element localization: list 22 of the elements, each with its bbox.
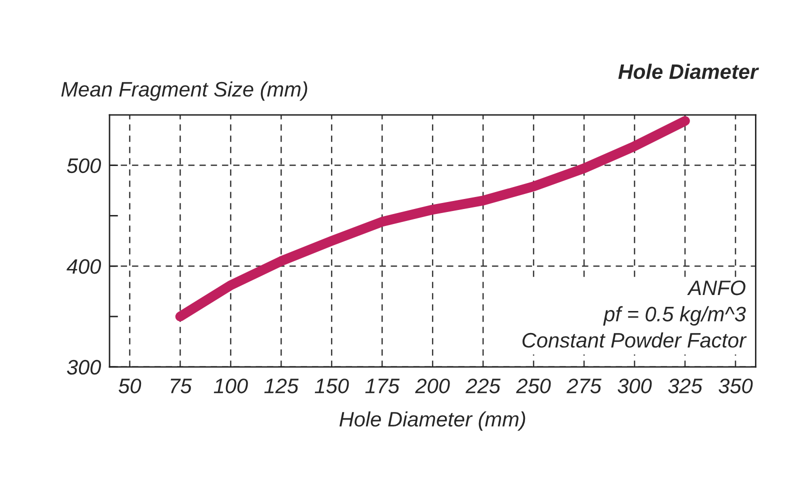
x-tick-label: 275 <box>566 378 602 394</box>
x-tick-label: 100 <box>214 378 248 394</box>
x-tick-label: 75 <box>170 378 192 394</box>
x-tick-label: 225 <box>466 378 501 394</box>
x-tick-label: 350 <box>718 378 753 394</box>
annotation: pf = 0.5 kg/m^3 <box>603 306 746 326</box>
y-tick-label: 400 <box>66 259 102 274</box>
x-tick-label: 175 <box>365 378 400 394</box>
y-axis-title: Mean Fragment Size (mm) <box>61 81 308 101</box>
x-tick-label: 50 <box>118 378 142 394</box>
y-tick-label: 300 <box>66 360 102 375</box>
x-tick-label: 200 <box>415 378 450 394</box>
y-tick-label: 500 <box>66 158 102 174</box>
x-tick-label: 125 <box>264 378 299 394</box>
x-tick-label: 250 <box>516 378 551 394</box>
chart-title: Hole Diameter <box>618 64 760 80</box>
annotation: ANFO <box>687 280 746 296</box>
x-tick-label: 150 <box>314 378 349 394</box>
x-tick-label: 325 <box>668 378 702 394</box>
x-axis-title: Hole Diameter (mm) <box>340 411 526 431</box>
annotation: Constant Powder Factor <box>522 332 747 348</box>
x-tick-label: 300 <box>618 378 652 394</box>
